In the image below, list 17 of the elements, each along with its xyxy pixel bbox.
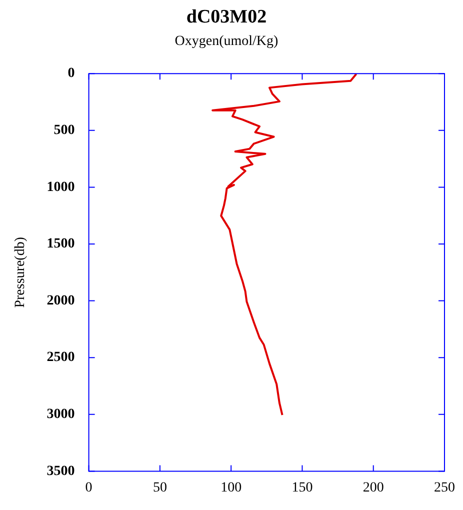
y-tick-label: 1500	[46, 236, 75, 252]
y-tick-label: 500	[54, 123, 75, 138]
y-tick-label: 2000	[46, 293, 75, 308]
y-tick-label: 3500	[46, 464, 75, 479]
y-axis-title: Pressure(db)	[13, 236, 28, 308]
y-tick-label: 0	[68, 66, 75, 82]
y-tick-label: 2500	[46, 350, 75, 366]
x-tick-label: 100	[220, 480, 242, 496]
chart-title: dC03M02	[186, 6, 267, 28]
y-tick-label: 1000	[46, 180, 75, 195]
y-tick-label: 3000	[46, 407, 75, 422]
x-tick-label: 250	[434, 480, 455, 496]
x-axis-title: Oxygen(umol/Kg)	[174, 34, 279, 49]
x-tick-label: 0	[85, 480, 92, 496]
x-tick-label: 50	[152, 480, 167, 496]
x-tick-label: 200	[362, 480, 384, 496]
x-tick-label: 150	[292, 480, 313, 496]
